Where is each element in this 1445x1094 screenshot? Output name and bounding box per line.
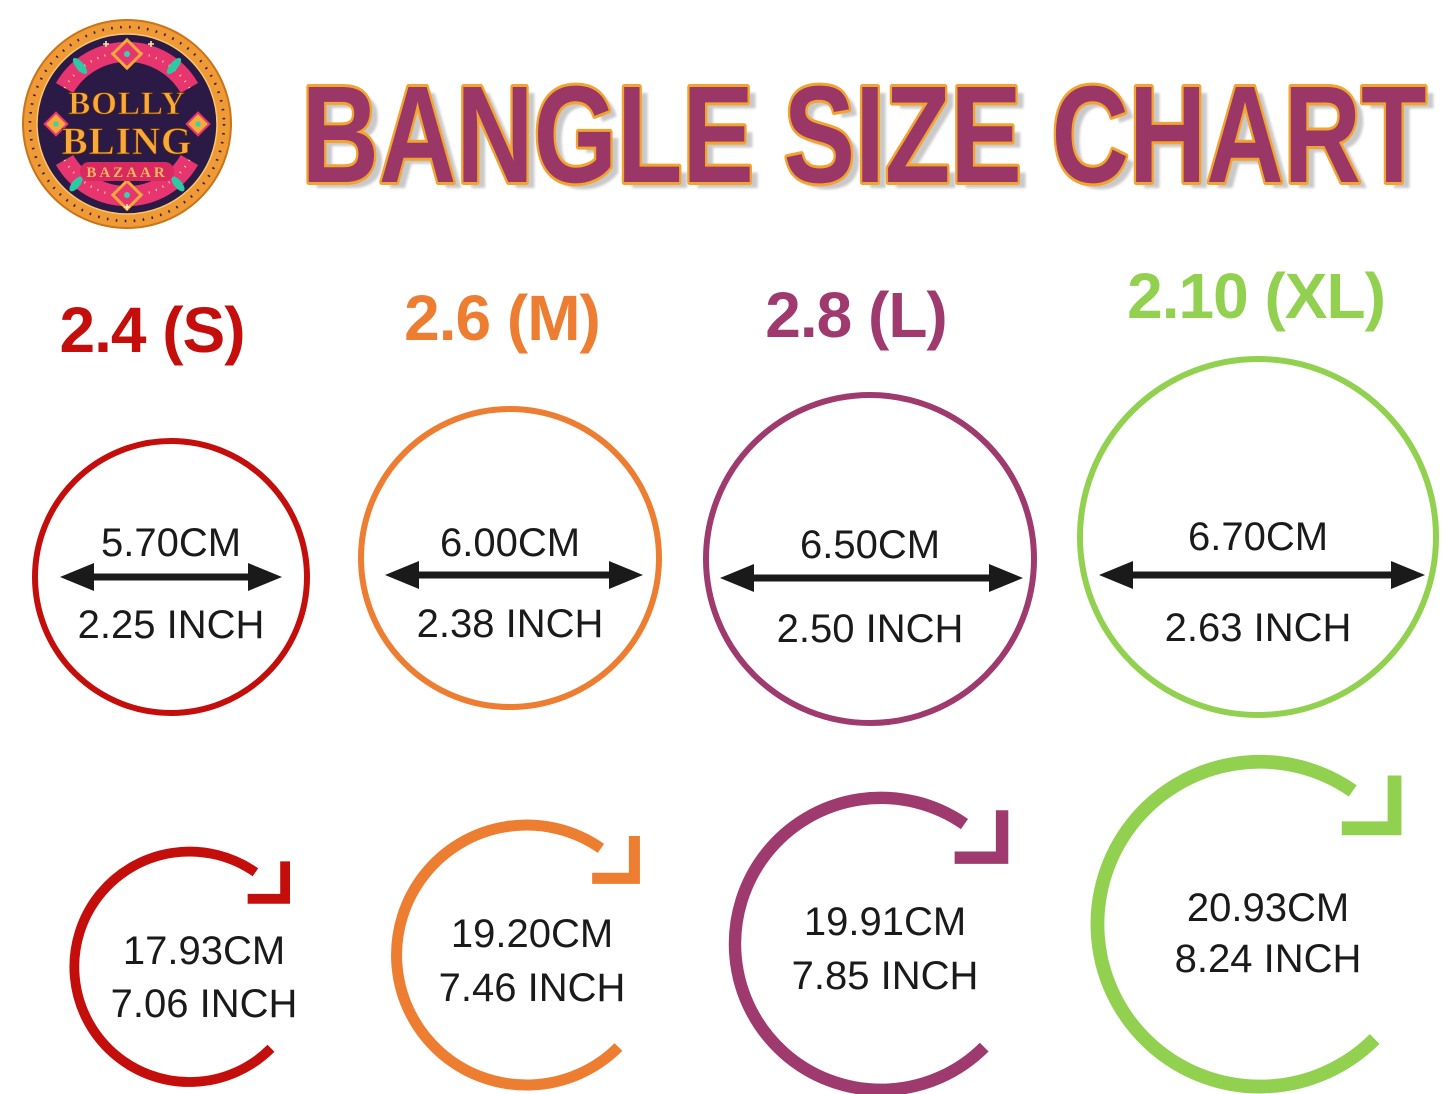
diameter-cm-label-m: 6.00CM	[439, 521, 581, 565]
diameter-circle-xl	[1077, 356, 1439, 718]
logo-outer-edge	[22, 19, 232, 229]
circumference-arrow-s	[69, 846, 290, 1087]
diameter-cm-label-xl: 6.70CM	[1187, 515, 1329, 559]
diameter-arrow-l	[720, 564, 1023, 592]
logo-bazaar-band	[80, 162, 174, 181]
circumference-arc-xl	[1090, 754, 1380, 1094]
diameter-arrow-s	[60, 563, 282, 591]
logo-diamond-right	[185, 111, 211, 137]
logo-leaf-bottom-left	[69, 176, 83, 192]
diameter-inch-label-m: 2.38 INCH	[416, 602, 604, 646]
logo-sparkles	[103, 41, 154, 210]
diameter-cm-label-l: 6.50CM	[799, 523, 941, 567]
circumference-inch-label-s: 7.06 INCH	[110, 982, 298, 1026]
circumference-arrowhead-xl	[1341, 775, 1402, 836]
diameter-circle-s	[32, 438, 310, 716]
size-label-s: 2.4 (S)	[59, 294, 245, 366]
circumference-inch-label-xl: 8.24 INCH	[1174, 937, 1362, 981]
circumference-arrowhead-m	[592, 836, 640, 884]
circumference-arrow-l	[728, 791, 1009, 1094]
diameter-inch-label-xl: 2.63 INCH	[1164, 606, 1352, 650]
logo-leaf-top-right	[166, 57, 182, 75]
page-title-shadow: BANGLE SIZE CHART	[310, 66, 1435, 206]
size-label-xl: 2.10 (XL)	[1127, 260, 1386, 332]
circumference-arrow-xl	[1090, 754, 1402, 1094]
logo-text-line1: BOLLY	[68, 86, 186, 122]
circumference-cm-label-s: 17.93CM	[122, 929, 286, 973]
diameter-circle-m	[358, 406, 662, 710]
logo-leaf-top-left	[72, 57, 88, 75]
logo-text-line3: BAZAAR	[86, 165, 167, 181]
circumference-cm-label-l: 19.91CM	[803, 900, 967, 944]
circumference-arrow-m	[391, 819, 640, 1091]
size-label-l: 2.8 (L)	[765, 279, 947, 351]
circumference-arc-m	[391, 819, 623, 1091]
circumference-cm-label-m: 19.20CM	[450, 912, 614, 956]
circumference-arc-s	[69, 846, 275, 1087]
brand-logo: BOLLY BLING BAZAAR	[22, 19, 232, 229]
page-title: BANGLE SIZE CHART BANGLE SIZE CHART	[299, 66, 1435, 206]
circumference-arc-l	[728, 791, 989, 1094]
logo-leaf-bottom-right	[171, 176, 185, 192]
size-label-m: 2.6 (M)	[404, 282, 601, 354]
circumference-arrowhead-l	[954, 810, 1009, 864]
logo-dotted-rim	[28, 25, 226, 223]
circumference-inch-label-m: 7.46 INCH	[438, 966, 626, 1010]
logo-diamond-bottom	[110, 178, 144, 212]
diameter-circle-l	[703, 392, 1037, 726]
circumference-arrowhead-s	[247, 861, 290, 904]
logo-diamond-top	[110, 37, 144, 71]
logo-text-line2: BLING	[62, 120, 193, 163]
diameter-cm-label-s: 5.70CM	[100, 521, 242, 565]
diameter-inch-label-l: 2.50 INCH	[776, 607, 964, 651]
logo-diamond-left	[43, 111, 69, 137]
diameter-arrow-m	[385, 561, 643, 589]
logo-inner-edge	[36, 33, 218, 215]
diameter-inch-label-s: 2.25 INCH	[77, 603, 265, 647]
circumference-inch-label-l: 7.85 INCH	[791, 954, 979, 998]
circumference-cm-label-xl: 20.93CM	[1186, 886, 1350, 930]
page-title-text: BANGLE SIZE CHART	[302, 66, 1427, 206]
diameter-arrow-xl	[1099, 561, 1425, 589]
